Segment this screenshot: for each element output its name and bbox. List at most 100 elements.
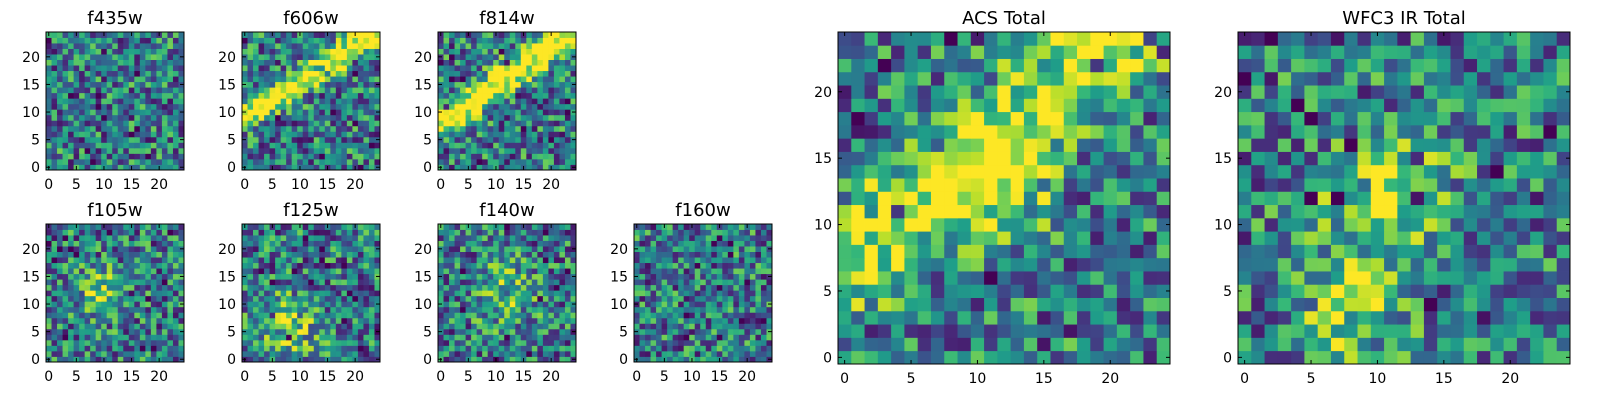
heatmap-cell	[526, 306, 533, 313]
heatmap-cell	[656, 257, 662, 264]
heatmap-cell	[57, 306, 63, 313]
heatmap-cell	[749, 356, 756, 363]
heatmap-cell	[79, 345, 86, 352]
heatmap-cell	[460, 295, 466, 302]
heatmap-cell	[101, 323, 108, 330]
heatmap-cell	[161, 164, 168, 171]
heatmap-cell	[112, 131, 119, 138]
heatmap-cell	[253, 120, 259, 127]
heatmap-cell	[689, 350, 696, 357]
heatmap-cell	[95, 37, 102, 44]
heatmap-cell	[487, 65, 494, 72]
y-tick-label: 20	[218, 50, 236, 66]
heatmap-cell	[454, 70, 461, 77]
heatmap-cell	[363, 81, 370, 88]
heatmap-cell	[123, 246, 130, 252]
heatmap-cell	[487, 290, 494, 297]
heatmap-cell	[90, 76, 97, 83]
heatmap-cell	[57, 328, 63, 335]
x-tick-label: 15	[319, 369, 337, 385]
heatmap-cell	[1103, 324, 1118, 338]
heatmap-cell	[368, 70, 375, 77]
heatmap-cell	[313, 339, 320, 346]
heatmap-cell	[286, 87, 293, 94]
heatmap-cell	[838, 191, 852, 206]
heatmap-cell	[1037, 271, 1051, 285]
heatmap-cell	[722, 295, 729, 302]
heatmap-cell	[570, 339, 577, 346]
heatmap-cell	[443, 246, 450, 252]
heatmap-cell	[308, 295, 315, 302]
heatmap-cell	[482, 76, 489, 83]
heatmap-cell	[73, 295, 80, 302]
heatmap-cell	[264, 48, 270, 55]
heatmap-cell	[73, 345, 80, 352]
heatmap-cell	[460, 54, 466, 60]
heatmap-cell	[341, 268, 348, 275]
heatmap-cell	[247, 136, 254, 143]
heatmap-cell	[656, 317, 662, 324]
heatmap-cell	[324, 328, 331, 335]
heatmap-cell	[548, 87, 555, 94]
heatmap-cell	[515, 32, 522, 38]
x-tick-label: 10	[683, 369, 701, 385]
heatmap-cell	[101, 37, 108, 44]
heatmap-cell	[73, 37, 80, 44]
heatmap-cell	[645, 284, 651, 291]
heatmap-cell	[341, 295, 348, 302]
heatmap-cell	[330, 65, 337, 72]
heatmap-cell	[79, 70, 86, 77]
heatmap-cell	[280, 328, 287, 335]
heatmap-cell	[368, 350, 375, 357]
heatmap-cell	[700, 328, 707, 335]
heatmap-cell	[264, 87, 270, 94]
heatmap-cell	[689, 328, 696, 335]
heatmap-cell	[504, 131, 511, 138]
heatmap-cell	[242, 65, 248, 72]
heatmap-cell	[139, 339, 146, 346]
heatmap-cell	[117, 328, 124, 335]
heatmap-cell	[694, 279, 701, 286]
heatmap-cell	[487, 339, 494, 346]
heatmap-cell	[570, 153, 577, 160]
heatmap-cell	[368, 224, 375, 230]
heatmap-cell	[346, 240, 353, 247]
heatmap-cell	[476, 76, 483, 83]
heatmap-cell	[700, 339, 707, 346]
heatmap-cell	[766, 306, 773, 313]
heatmap-cell	[460, 87, 466, 94]
heatmap-cell	[564, 103, 571, 110]
heatmap-cell	[864, 297, 879, 312]
heatmap-cell	[564, 273, 571, 280]
heatmap-cell	[324, 257, 331, 264]
heatmap-cell	[275, 317, 282, 324]
heatmap-cell	[90, 301, 97, 308]
heatmap-cell	[134, 65, 141, 72]
heatmap-cell	[1143, 191, 1158, 206]
heatmap-cell	[357, 284, 364, 291]
heatmap-cell	[101, 76, 108, 83]
heatmap-cell	[134, 262, 141, 269]
heatmap-cell	[313, 87, 320, 94]
heatmap-cell	[438, 279, 444, 286]
heatmap-cell	[672, 224, 679, 230]
heatmap-cell	[128, 153, 135, 160]
heatmap-cell	[79, 109, 86, 116]
heatmap-cell	[319, 262, 326, 269]
heatmap-cell	[352, 229, 359, 236]
heatmap-cell	[264, 142, 270, 149]
heatmap-cell	[150, 81, 157, 88]
heatmap-cell	[711, 229, 718, 236]
heatmap-cell	[755, 273, 762, 280]
heatmap-cell	[324, 262, 331, 269]
heatmap-cell	[542, 328, 549, 335]
heatmap-cell	[509, 328, 516, 335]
heatmap-cell	[493, 120, 500, 127]
heatmap-cell	[291, 43, 298, 49]
heatmap-cell	[258, 164, 265, 171]
heatmap-cell	[520, 290, 527, 297]
heatmap-cell	[650, 334, 657, 341]
heatmap-cell	[68, 235, 74, 241]
heatmap-cell	[335, 350, 342, 357]
heatmap-cell	[526, 136, 533, 143]
